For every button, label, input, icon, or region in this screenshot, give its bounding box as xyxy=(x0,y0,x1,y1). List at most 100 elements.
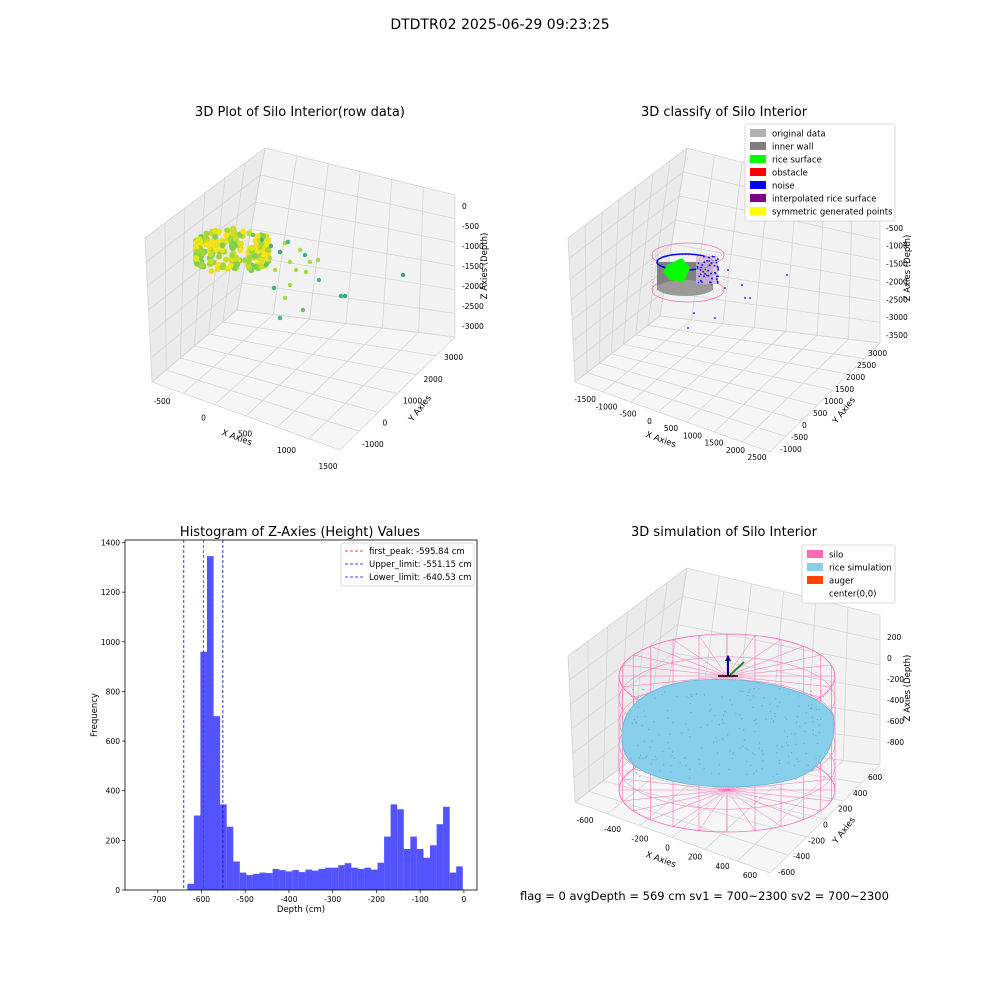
panel2-grid-line xyxy=(568,171,684,259)
panel1-ytick-label: -1000 xyxy=(362,440,384,449)
panel2-noise-point xyxy=(713,264,716,267)
panel2-legend-swatch xyxy=(750,142,766,150)
panel2-noise-point xyxy=(701,264,704,266)
rice-simulation-point xyxy=(786,736,788,738)
histogram-bar xyxy=(436,824,444,890)
rice-simulation-point xyxy=(643,689,645,691)
auger-arm xyxy=(729,661,745,676)
rice-simulation-point xyxy=(781,746,783,748)
histogram-bar xyxy=(371,869,378,890)
panel2-noise-point xyxy=(715,278,718,281)
panel1-ytick-label: 2000 xyxy=(424,375,443,384)
rice-simulation-point xyxy=(668,747,670,750)
rice-simulation-point xyxy=(698,758,700,760)
panel1-data-point xyxy=(267,255,273,261)
panel2-noise-point xyxy=(698,275,701,278)
rice-simulation-point xyxy=(752,706,754,709)
rice-simulation-point xyxy=(719,764,721,766)
panel1-data-point xyxy=(229,252,236,259)
rice-simulation-point xyxy=(818,771,820,773)
panel1-data-point xyxy=(219,247,226,253)
panel2-grid-line xyxy=(611,353,818,406)
panel4-grid-line xyxy=(567,567,688,657)
panel2-noise-point xyxy=(697,262,700,265)
rice-simulation-point xyxy=(745,747,747,749)
rice-simulation-point xyxy=(683,757,686,759)
rice-simulation-point xyxy=(786,742,788,744)
rice-simulation-point xyxy=(638,757,641,759)
silo-wire xyxy=(650,646,728,677)
panel2-xlabel: X Axies xyxy=(644,430,677,450)
panel1-data-point xyxy=(216,253,222,260)
rice-simulation-point xyxy=(681,732,683,734)
rice-simulation-point xyxy=(747,694,749,697)
rice-simulation-point xyxy=(796,721,798,724)
rice-simulation-point xyxy=(792,690,794,693)
panel1-data-point xyxy=(287,282,293,288)
panel2-grid-line xyxy=(663,291,881,323)
panel1-data-point xyxy=(199,262,206,268)
rice-simulation-point xyxy=(642,757,644,759)
rice-simulation-point xyxy=(787,744,789,746)
panel4-xtick-label: 200 xyxy=(688,853,703,862)
panel3-xtick-label: -500 xyxy=(237,895,254,904)
rice-simulation-point xyxy=(645,756,647,759)
rice-simulation-point xyxy=(799,726,801,728)
panel1-data-point xyxy=(214,266,221,273)
panel3-legend-label: first_peak: -595.84 cm xyxy=(369,547,465,557)
histogram-bar xyxy=(430,845,437,890)
panel3-ytick-label: 200 xyxy=(106,836,121,845)
rice-simulation-point xyxy=(673,757,676,759)
panel1-data-point xyxy=(212,227,219,234)
histogram-bar xyxy=(325,867,332,890)
panel1-data-point xyxy=(315,257,321,263)
panel1-ytick-label: 3000 xyxy=(444,353,463,362)
panel2-xtick-label: 2500 xyxy=(747,453,766,462)
panel3-ytick-label: 0 xyxy=(115,886,120,895)
panel2-grid-line xyxy=(623,186,637,345)
panel2-ztick-label: -2500 xyxy=(886,295,908,304)
rice-simulation-point xyxy=(795,778,797,780)
rice-simulation-point xyxy=(722,738,724,740)
panel2-noise-point xyxy=(715,275,718,278)
histogram-bar xyxy=(279,870,286,890)
panel1-data-point xyxy=(219,242,226,249)
silo-wire xyxy=(650,789,728,820)
panel2-ytick-label: 0 xyxy=(802,421,807,430)
rice-simulation-point xyxy=(803,742,805,745)
rice-simulation-point xyxy=(664,691,666,693)
rice-simulation-point xyxy=(778,759,781,762)
rice-simulation-point xyxy=(669,733,671,735)
panel1-data-point xyxy=(212,234,219,241)
rice-simulation-point xyxy=(752,695,754,697)
panel2-legend-label: interpolated rice surface xyxy=(772,195,877,205)
panel2-noise-point xyxy=(697,281,700,284)
histogram-bar xyxy=(384,836,391,890)
silo-wire xyxy=(726,675,832,688)
rice-simulation-point xyxy=(808,704,810,707)
histogram-bar xyxy=(423,857,430,890)
rice-simulation-point xyxy=(817,742,819,745)
panel1-zlabel: Z Axies (Depth) xyxy=(480,233,490,300)
panel2-grid-line xyxy=(573,291,665,362)
panel2-noise-point xyxy=(741,284,743,286)
rice-simulation-point xyxy=(779,701,781,703)
panel1-ztick-label: -1000 xyxy=(462,242,484,251)
rice-simulation-point xyxy=(671,755,673,757)
rice-simulation-point xyxy=(643,740,646,742)
panel3-title: Histogram of Z-Axies (Height) Values xyxy=(180,525,420,540)
rice-simulation-point xyxy=(741,718,743,720)
rice-simulation-point xyxy=(710,772,713,774)
panel2-grid-line xyxy=(714,334,818,433)
rice-simulation-point xyxy=(819,755,821,757)
panel-classify-3d: 3D classify of Silo Interior-1500-1000-5… xyxy=(567,105,913,462)
panel1-data-point xyxy=(213,242,220,248)
rice-simulation-point xyxy=(700,727,702,729)
panel1-data-point xyxy=(224,227,231,234)
rice-simulation-point xyxy=(812,734,814,736)
rice-simulation-point xyxy=(716,752,719,754)
histogram-bar xyxy=(239,872,247,890)
silo-wire xyxy=(698,635,728,677)
rice-simulation-point xyxy=(709,703,711,706)
panel2-side-wall xyxy=(568,148,687,382)
